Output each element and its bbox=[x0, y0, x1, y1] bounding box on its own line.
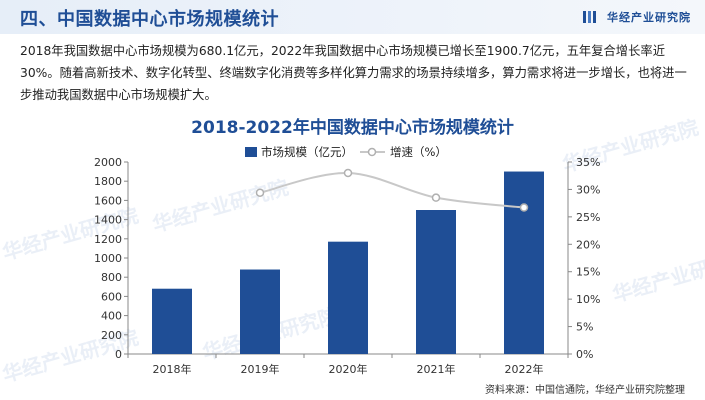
y-left-tick-label: 400 bbox=[101, 310, 122, 323]
growth-point bbox=[343, 168, 353, 178]
bar bbox=[152, 288, 192, 354]
y-right-tick-label: 20% bbox=[576, 238, 600, 251]
y-left-tick-label: 800 bbox=[101, 271, 122, 284]
x-tick-label: 2022年 bbox=[505, 362, 544, 376]
y-left-tick-label: 2000 bbox=[94, 156, 122, 169]
section-title: 四、中国数据中心市场规模统计 bbox=[20, 9, 279, 30]
y-left-tick-label: 200 bbox=[101, 329, 122, 342]
y-right-tick-label: 25% bbox=[576, 211, 600, 224]
y-left-tick-label: 600 bbox=[101, 290, 122, 303]
y-right-tick-label: 15% bbox=[576, 266, 600, 279]
x-tick-label: 2021年 bbox=[417, 362, 456, 376]
brand-name: 华经产业研究院 bbox=[607, 11, 691, 24]
brand: 华经产业研究院 bbox=[583, 9, 691, 25]
chart-title: 2018-2022年中国数据中心市场规模统计 bbox=[191, 118, 514, 138]
header-bar bbox=[0, 0, 705, 34]
y-right-tick-label: 30% bbox=[576, 183, 600, 196]
source-note: 资料来源：中国信通院，华经产业研究院整理 bbox=[485, 385, 685, 396]
y-left-tick-label: 1200 bbox=[94, 233, 122, 246]
y-right-tick-label: 0% bbox=[576, 348, 593, 361]
x-tick-label: 2019年 bbox=[241, 362, 280, 376]
y-left-tick-label: 1600 bbox=[94, 194, 122, 207]
y-right-tick-label: 5% bbox=[576, 321, 593, 334]
x-tick-label: 2020年 bbox=[329, 362, 368, 376]
bar bbox=[416, 210, 456, 354]
y-right-tick-label: 35% bbox=[576, 156, 600, 169]
bar bbox=[504, 171, 544, 354]
growth-line bbox=[259, 171, 525, 209]
growth-point bbox=[431, 193, 441, 202]
y-right-tick-label: 10% bbox=[576, 293, 600, 306]
legend-line-marker bbox=[367, 147, 377, 157]
legend-bar-swatch bbox=[245, 147, 257, 157]
legend-line-label: 增速（%） bbox=[390, 145, 447, 159]
growth-point bbox=[519, 203, 529, 212]
x-tick-label: 2018年 bbox=[153, 362, 192, 376]
intro-paragraph: 2018年我国数据中心市场规模为680.1亿元，2022年我国数据中心市场规模已… bbox=[20, 44, 687, 102]
bar bbox=[328, 241, 368, 354]
brand-logo-icon bbox=[583, 11, 596, 23]
y-left-tick-label: 1000 bbox=[94, 252, 122, 265]
growth-point bbox=[255, 188, 265, 197]
bar bbox=[240, 269, 280, 354]
y-left-tick-label: 1400 bbox=[94, 214, 122, 227]
y-left-tick-label: 0 bbox=[115, 348, 122, 361]
legend-bar-label: 市场规模（亿元） bbox=[261, 145, 353, 159]
y-left-tick-label: 1800 bbox=[94, 175, 122, 188]
